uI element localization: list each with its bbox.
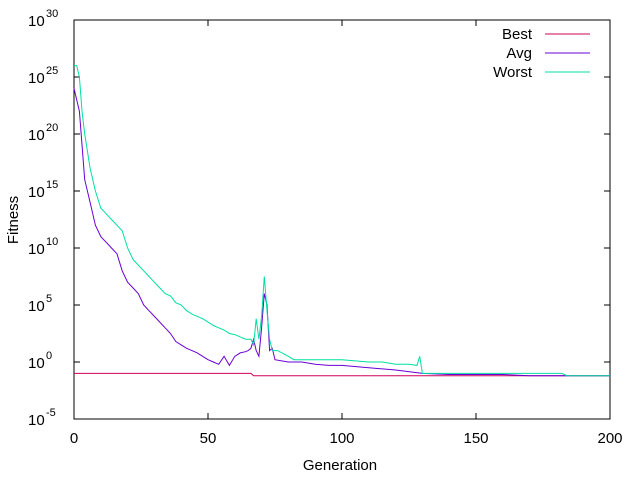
y-tick-label: 10 20 xyxy=(28,122,58,144)
x-tick-label: 150 xyxy=(463,430,488,447)
x-tick-label: 200 xyxy=(597,430,622,447)
y-tick-exponent: 10 xyxy=(46,236,58,248)
y-tick-label: 10 -5 xyxy=(28,407,56,429)
y-tick-exponent: 30 xyxy=(46,8,58,20)
y-tick-base: 10 xyxy=(28,241,45,258)
x-axis-title: Generation xyxy=(303,457,377,474)
y-tick-label: 10 15 xyxy=(28,179,58,201)
y-tick-exponent: 15 xyxy=(46,179,58,191)
y-tick-label: 10 30 xyxy=(28,8,58,30)
x-tick-label: 100 xyxy=(329,430,354,447)
x-tick-label: 50 xyxy=(200,430,217,447)
x-tick-label: 0 xyxy=(70,430,78,447)
legend-label: Best xyxy=(502,26,533,43)
y-tick-base: 10 xyxy=(28,412,45,429)
y-tick-base: 10 xyxy=(28,355,45,372)
series-line-best xyxy=(74,372,610,377)
y-tick-exponent: 25 xyxy=(46,65,58,77)
y-tick-label: 10 5 xyxy=(28,293,52,315)
y-tick-base: 10 xyxy=(28,13,45,30)
series-line-worst xyxy=(74,65,610,377)
y-tick-label: 10 25 xyxy=(28,65,58,87)
y-tick-exponent: 20 xyxy=(46,122,58,134)
y-tick-exponent: 0 xyxy=(46,350,52,362)
x-axis-ticks: 0 50 100 150 200 xyxy=(70,20,623,447)
y-tick-label: 10 0 xyxy=(28,350,52,372)
y-axis-title: Fitness xyxy=(5,196,22,244)
y-tick-base: 10 xyxy=(28,298,45,315)
legend: Best Avg Worst xyxy=(493,26,590,81)
series-line-avg xyxy=(73,88,610,377)
y-tick-base: 10 xyxy=(28,184,45,201)
y-tick-label: 10 10 xyxy=(28,236,58,258)
series-layer xyxy=(73,65,610,377)
legend-label: Worst xyxy=(493,64,533,81)
y-tick-base: 10 xyxy=(28,127,45,144)
y-tick-exponent: -5 xyxy=(46,407,56,419)
legend-label: Avg xyxy=(506,45,532,62)
y-tick-exponent: 5 xyxy=(46,293,52,305)
y-tick-base: 10 xyxy=(28,70,45,87)
